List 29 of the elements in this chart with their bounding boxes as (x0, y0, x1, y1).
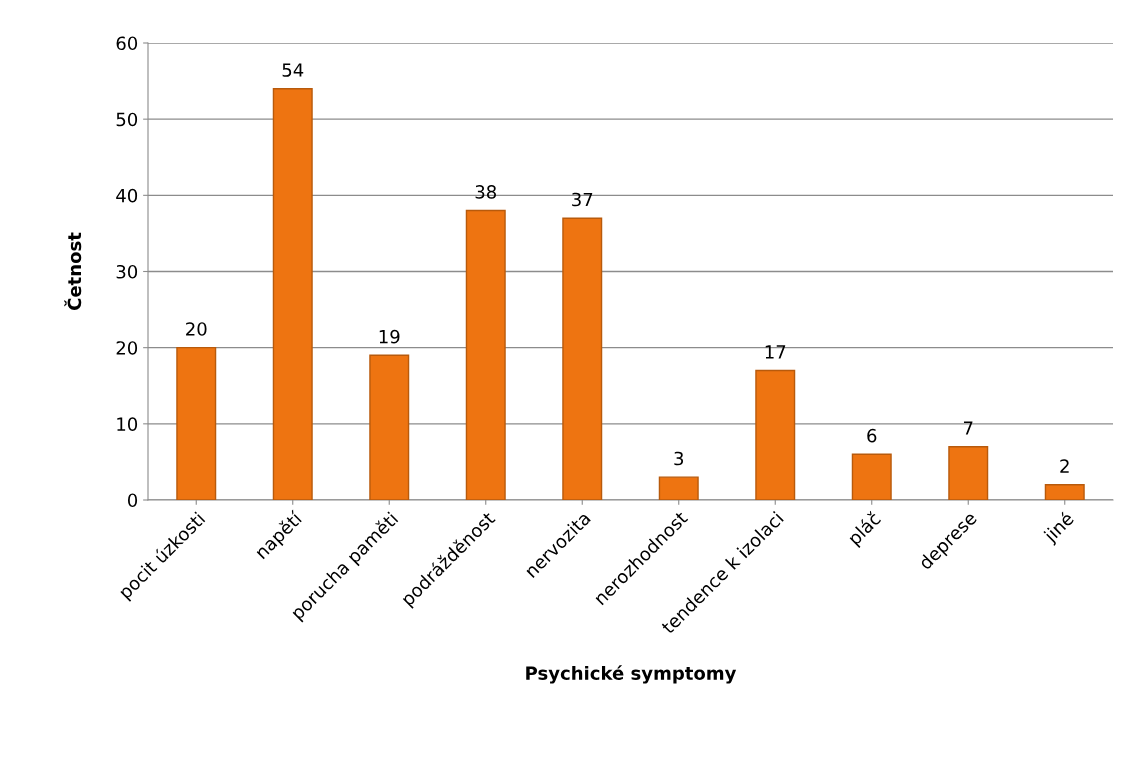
y-tick-label: 0 (127, 493, 138, 508)
data-label: 38 (475, 185, 496, 199)
bar (1044, 484, 1085, 500)
y-tick-label: 60 (116, 36, 138, 51)
bar (562, 217, 603, 500)
data-label: 7 (963, 421, 973, 435)
y-tick-label: 20 (116, 341, 138, 355)
y-tick-label: 40 (116, 188, 138, 203)
data-label: 37 (572, 192, 593, 207)
y-tick-label: 50 (116, 112, 138, 127)
bar (465, 209, 506, 500)
bar (176, 346, 217, 500)
bar (851, 453, 892, 500)
y-tick-label: 10 (117, 417, 138, 431)
x-axis-title: Psychické symptomy (526, 665, 737, 684)
bar (272, 88, 313, 500)
data-label: 3 (674, 451, 684, 466)
data-label: 54 (282, 63, 304, 77)
y-axis-title: Četnost (64, 232, 82, 310)
y-tick-label: 30 (116, 264, 138, 279)
bar (658, 476, 699, 500)
data-label: 2 (1060, 459, 1069, 473)
data-label: 20 (186, 322, 207, 336)
bar (948, 445, 989, 500)
data-label: 17 (765, 345, 786, 359)
bar (755, 369, 796, 500)
bar (369, 354, 410, 500)
data-label: 19 (379, 329, 400, 344)
data-label: 6 (867, 428, 877, 443)
